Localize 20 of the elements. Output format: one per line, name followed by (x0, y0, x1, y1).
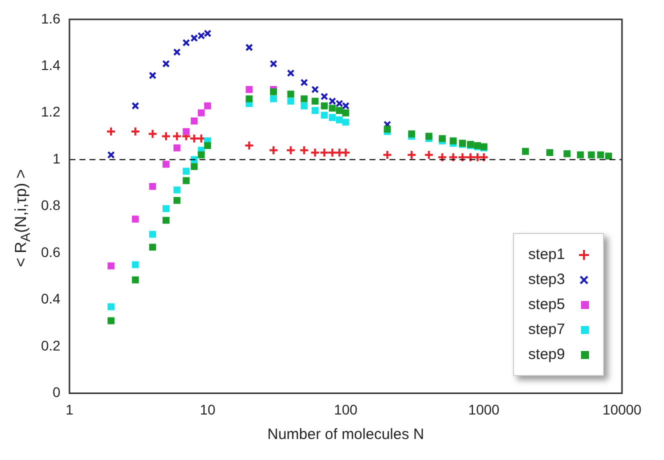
y-tick-label: 0.2 (40, 337, 61, 354)
x-tick-label: 1000 (468, 401, 500, 418)
x-tick-label: 10000 (602, 401, 642, 418)
y-tick-label: 0 (52, 384, 61, 400)
x-tick-label: 1 (66, 401, 74, 418)
y-tick-label: 1.2 (40, 104, 61, 120)
y-tick-label: 0.6 (40, 244, 61, 260)
y-tick-label: 0.8 (40, 197, 61, 214)
x-axis-title: Number of molecules N (267, 426, 424, 444)
legend-label: step3 (528, 270, 565, 290)
legend-label: step7 (528, 320, 565, 340)
x-tick-label: 10 (200, 401, 216, 418)
legend-label: step1 (528, 245, 565, 265)
y-tick-label: 0.4 (40, 290, 61, 307)
y-tick-label: 1 (52, 150, 61, 166)
legend-label: step9 (528, 345, 565, 365)
x-tick-label: 100 (334, 401, 358, 418)
legend-label: step5 (528, 295, 565, 315)
y-tick-label: 1.4 (40, 56, 61, 73)
y-tick-label: 1.6 (40, 10, 61, 26)
